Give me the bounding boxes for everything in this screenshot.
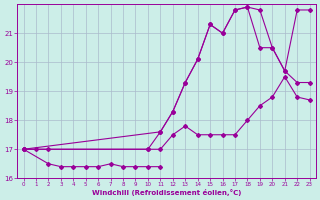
X-axis label: Windchill (Refroidissement éolien,°C): Windchill (Refroidissement éolien,°C) [92, 189, 241, 196]
